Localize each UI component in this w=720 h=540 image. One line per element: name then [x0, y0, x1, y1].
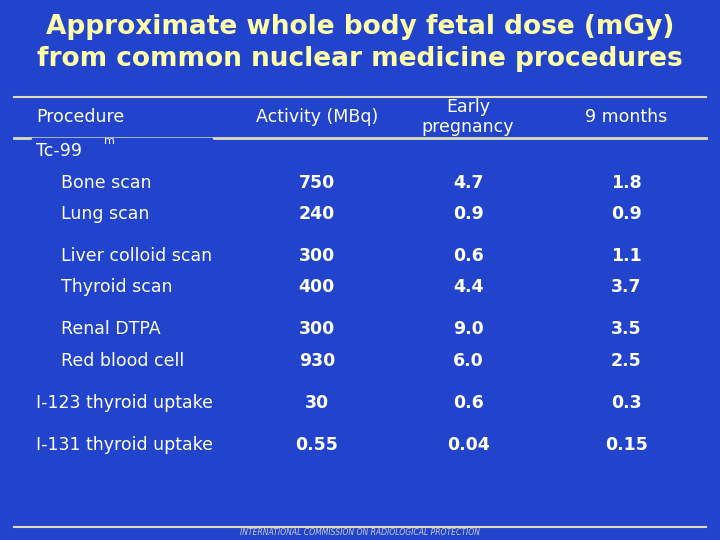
Text: 30: 30	[305, 394, 329, 412]
Text: Procedure: Procedure	[36, 108, 125, 126]
Text: 3.5: 3.5	[611, 320, 642, 339]
Text: 750: 750	[299, 173, 335, 192]
Text: 300: 300	[299, 247, 335, 265]
Text: 1.8: 1.8	[611, 173, 642, 192]
Text: m: m	[104, 137, 115, 146]
Text: Tc-99ᵐ: Tc-99ᵐ	[36, 142, 93, 160]
Text: I-123 thyroid uptake: I-123 thyroid uptake	[36, 394, 213, 412]
Text: pregnancy: pregnancy	[422, 118, 514, 136]
Text: Liver colloid scan: Liver colloid scan	[61, 247, 212, 265]
Text: 2.5: 2.5	[611, 352, 642, 370]
Text: 9.0: 9.0	[453, 320, 483, 339]
Text: 930: 930	[299, 352, 335, 370]
Text: 0.6: 0.6	[453, 247, 483, 265]
Text: 0.9: 0.9	[611, 205, 642, 223]
Text: from common nuclear medicine procedures: from common nuclear medicine procedures	[37, 46, 683, 72]
Text: 4.4: 4.4	[453, 278, 483, 296]
Text: 240: 240	[299, 205, 335, 223]
Text: Early: Early	[446, 98, 490, 117]
Bar	[32, 138, 212, 165]
Text: Activity (MBq): Activity (MBq)	[256, 108, 378, 126]
Text: I-131 thyroid uptake: I-131 thyroid uptake	[36, 436, 213, 454]
Text: 9 months: 9 months	[585, 108, 667, 126]
Text: Approximate whole body fetal dose (mGy): Approximate whole body fetal dose (mGy)	[46, 14, 674, 39]
Text: 6.0: 6.0	[453, 352, 483, 370]
Text: 0.6: 0.6	[453, 394, 483, 412]
Text: Renal DTPA: Renal DTPA	[61, 320, 161, 339]
Text: Lung scan: Lung scan	[61, 205, 150, 223]
Text: 0.15: 0.15	[605, 436, 648, 454]
Text: 3.7: 3.7	[611, 278, 642, 296]
Text: Tc-99: Tc-99	[36, 142, 82, 160]
Text: Thyroid scan: Thyroid scan	[61, 278, 173, 296]
Text: 1.1: 1.1	[611, 247, 642, 265]
Text: 0.3: 0.3	[611, 394, 642, 412]
Text: Bone scan: Bone scan	[61, 173, 152, 192]
Text: 0.55: 0.55	[295, 436, 338, 454]
Text: Red blood cell: Red blood cell	[61, 352, 184, 370]
Text: 400: 400	[299, 278, 335, 296]
Text: 0.9: 0.9	[453, 205, 483, 223]
Text: INTERNATIONAL COMMISSION ON RADIOLOGICAL PROTECTION: INTERNATIONAL COMMISSION ON RADIOLOGICAL…	[240, 529, 480, 537]
Text: 4.7: 4.7	[453, 173, 483, 192]
Text: 0.04: 0.04	[446, 436, 490, 454]
Text: 300: 300	[299, 320, 335, 339]
